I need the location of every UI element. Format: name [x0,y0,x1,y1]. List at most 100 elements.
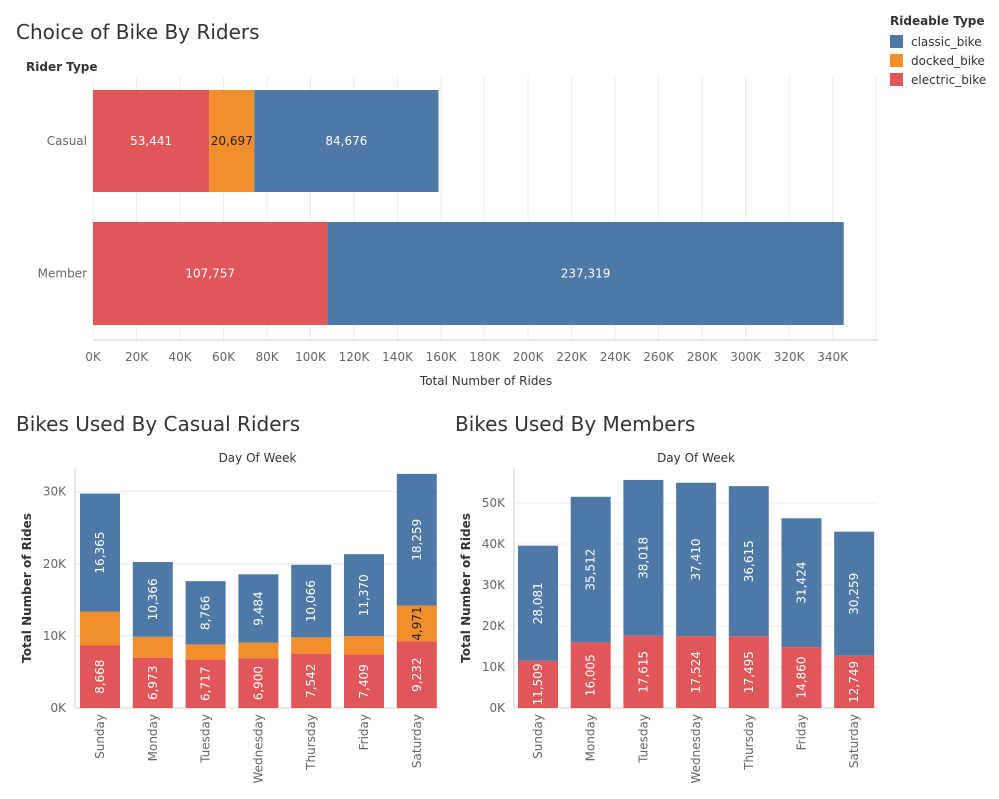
x-tick-label: 200K [513,350,545,364]
legend-label: docked_bike [911,53,985,68]
y-tick-label: 0K [489,701,506,715]
data-label: 14,860 [795,657,809,699]
y-tick-label: 40K [482,537,506,551]
category-label-thursday: Thursday [304,714,318,771]
data-label: 30,259 [847,573,861,615]
data-label: 9,484 [251,591,265,625]
data-label: 84,676 [325,134,367,148]
bar-casual-electric-bike [93,90,210,192]
bar-saturday-docked-bike [396,605,437,642]
category-label-tuesday: Tuesday [199,714,213,764]
bar-tuesday-electric-bike [185,659,226,708]
data-label: 7,542 [304,664,318,698]
data-label: 7,409 [357,664,371,698]
x-tick-label: 80K [255,350,279,364]
legend: Rideable Type classic_bike docked_bike e… [890,14,995,89]
y-tick-label: 30K [43,485,67,499]
x-tick-label: 280K [687,350,719,364]
bar-thursday-electric-bike [291,653,332,708]
bar-saturday-classic-bike [834,531,875,656]
y-axis-title: Total Number of Rides [459,513,473,663]
x-axis-title: Day Of Week [657,451,735,465]
bar-friday-electric-bike [781,647,822,708]
x-tick-label: 340K [817,350,849,364]
bar-thursday-classic-bike [291,564,332,638]
bar-tuesday-electric-bike [623,635,664,708]
legend-item-electric-bike[interactable]: electric_bike [890,70,995,89]
chart-title-rider-choice: Choice of Bike By Riders [16,20,260,44]
category-label-monday: Monday [146,714,160,761]
x-tick-label: 260K [643,350,675,364]
data-label: 6,973 [146,666,160,700]
category-label-sunday: Sunday [93,714,107,759]
data-label: 37,410 [689,538,703,580]
bar-casual-classic-bike [254,90,439,192]
bar-tuesday-classic-bike [623,479,664,636]
data-label: 18,259 [410,519,424,561]
category-label-monday: Monday [584,714,598,761]
x-tick-label: 60K [212,350,236,364]
chart-title-casual-riders: Bikes Used By Casual Riders [16,412,301,436]
legend-label: classic_bike [911,34,982,49]
bar-casual-docked-bike [209,90,255,192]
bar-saturday-classic-bike [396,473,437,606]
bar-wednesday-classic-bike [676,482,717,637]
x-tick-label: 240K [600,350,632,364]
legend-item-classic-bike[interactable]: classic_bike [890,32,995,51]
y-tick-label: 10K [43,629,67,643]
legend-title: Rideable Type [890,14,985,28]
bar-sunday-classic-bike [518,545,558,661]
data-label: 9,232 [410,658,424,692]
bar-member-classic-bike [327,222,844,325]
bar-sunday-electric-bike [518,660,558,708]
category-label-wednesday: Wednesday [689,714,703,783]
data-label: 17,524 [689,651,703,693]
bar-saturday-electric-bike [834,655,875,708]
bar-member-electric-bike [93,222,328,325]
y-axis-title: Total Number of Rides [20,513,34,663]
category-label-friday: Friday [357,714,371,750]
x-tick-label: 300K [730,350,762,364]
x-tick-label: 0K [85,350,102,364]
bar-sunday-classic-bike [80,493,120,612]
category-label-friday: Friday [795,714,809,750]
data-label: 10,066 [304,580,318,622]
legend-item-docked-bike[interactable]: docked_bike [890,51,995,70]
bar-wednesday-electric-bike [676,636,717,708]
x-tick-label: 160K [426,350,458,364]
data-label: 107,757 [185,267,235,281]
y-tick-label: 20K [482,619,506,633]
x-tick-label: 140K [382,350,414,364]
data-label: 6,717 [199,667,213,701]
bar-wednesday-docked-bike [238,642,279,659]
data-label: 20,697 [211,134,253,148]
y-tick-label: 20K [43,557,67,571]
data-label: 11,370 [357,574,371,616]
category-label-saturday: Saturday [847,714,861,768]
x-tick-label: 100K [295,350,327,364]
y-tick-label: 0K [50,701,67,715]
legend-label: electric_bike [911,72,987,87]
data-label: 36,615 [742,540,756,582]
bar-sunday-electric-bike [80,645,120,708]
bar-thursday-classic-bike [728,486,769,637]
y-tick-label: 50K [482,496,506,510]
category-label-tuesday: Tuesday [636,714,650,764]
data-label: 4,971 [410,606,424,640]
x-tick-label: 120K [339,350,371,364]
bar-friday-electric-bike [344,654,384,708]
data-label: 16,005 [584,654,598,696]
category-label-member: Member [38,267,87,281]
data-label: 11,509 [531,663,545,705]
bar-monday-electric-bike [132,657,173,708]
y-axis-title: Rider Type [26,60,98,74]
data-label: 8,668 [93,660,107,694]
legend-swatch-classic-bike [890,35,903,48]
data-label: 28,081 [531,582,545,624]
bar-saturday-electric-bike [396,641,437,708]
bar-monday-classic-bike [132,562,173,637]
category-label-casual: Casual [47,134,87,148]
bar-thursday-docked-bike [291,637,332,654]
bar-sunday-docked-bike [80,611,120,646]
bar-tuesday-classic-bike [185,581,226,645]
